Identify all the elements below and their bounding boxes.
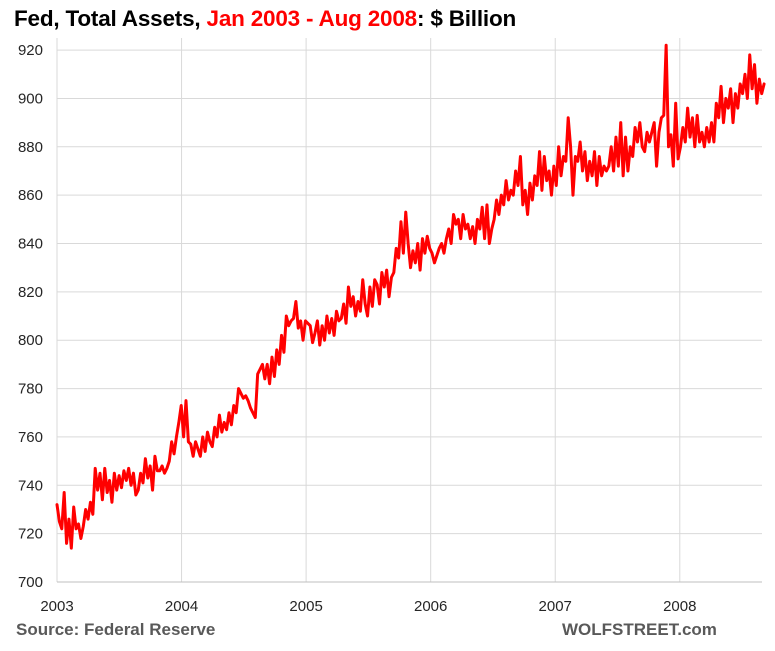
y-gridlines: [57, 49, 762, 535]
x-tick-label: 2007: [539, 598, 572, 615]
brand-label: WOLFSTREET.com: [562, 620, 717, 639]
y-tick-label: 760: [18, 429, 43, 446]
title-suffix: : $ Billion: [416, 6, 517, 31]
y-tick-label: 820: [18, 284, 43, 301]
y-tick-label: 780: [18, 381, 43, 398]
x-tick-labels: 2003 2004 2005 2006 2007 2008: [40, 598, 696, 615]
y-tick-label: 740: [18, 477, 43, 494]
y-tick-label: 860: [18, 187, 43, 204]
x-tick-label: 2008: [663, 598, 696, 615]
source-note: Source: Federal Reserve: [16, 620, 216, 639]
x-gridlines: [56, 38, 681, 582]
y-tick-label: 700: [18, 574, 43, 591]
y-tick-label: 840: [18, 236, 43, 253]
y-tick-label: 800: [18, 332, 43, 349]
series-line-total-assets: [55, 43, 766, 550]
x-tick-label: 2004: [165, 598, 198, 615]
x-tick-label: 2003: [40, 598, 73, 615]
title-prefix: Fed, Total Assets,: [14, 6, 207, 31]
y-tick-labels: 700 720 740 760 780 800 820 840 860 880 900 920: [18, 42, 43, 591]
y-tick-label: 880: [18, 139, 43, 156]
x-tick-label: 2006: [414, 598, 447, 615]
y-tick-label: 900: [18, 90, 43, 107]
y-tick-label: 920: [18, 42, 43, 59]
y-tick-label: 720: [18, 526, 43, 543]
chart-title: Fed, Total Assets, Jan 2003 - Aug 2008: …: [14, 6, 516, 32]
x-tick-label: 2005: [289, 598, 322, 615]
title-date-range: Jan 2003 - Aug 2008: [206, 6, 418, 31]
